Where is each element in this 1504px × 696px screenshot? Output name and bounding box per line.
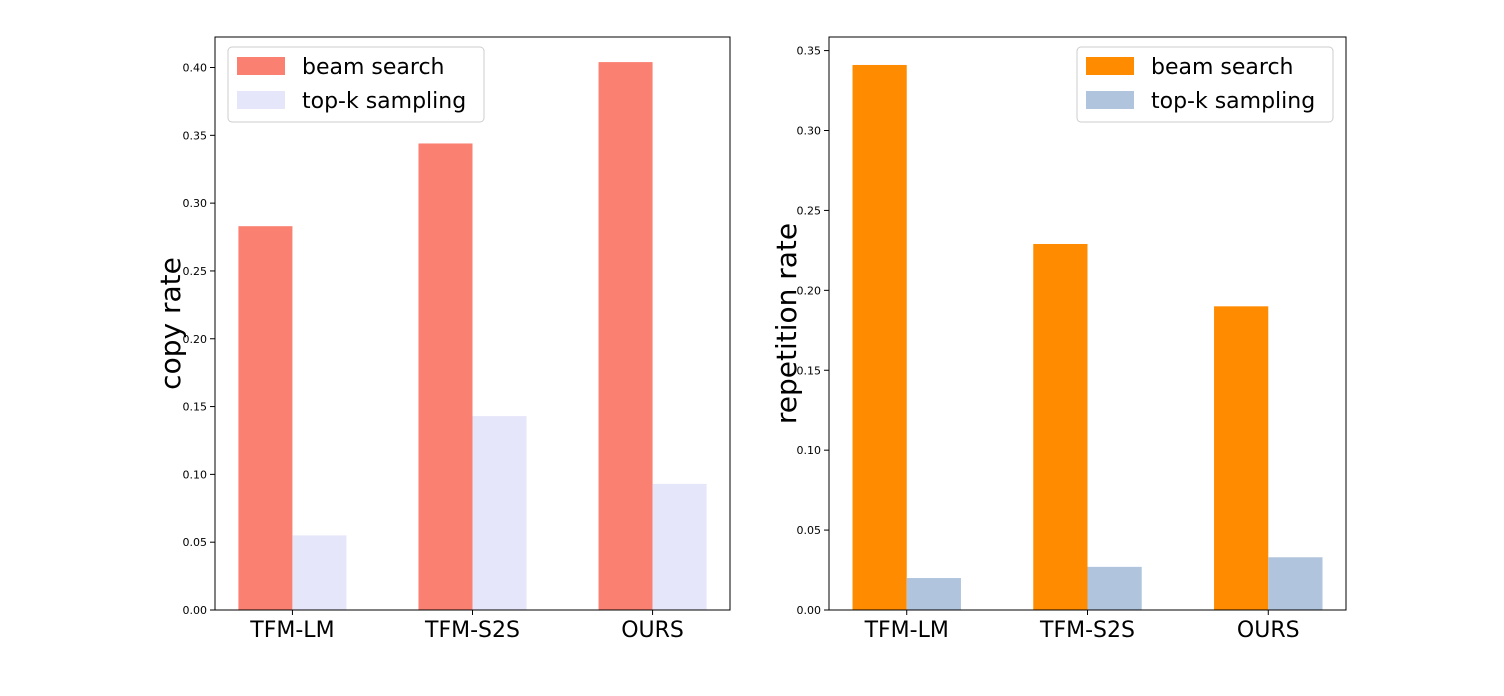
copy-rate-chart: 0.00 0.05 0.10 0.15 0.20 0.25 0.30 0.35 0.40 TFM-… (154, 36, 731, 643)
bar-top-k-sampling-ours (652, 483, 707, 610)
bar-beam-search-tfm-s2s (418, 143, 473, 611)
legend-swatch-beam-search (237, 57, 285, 75)
x-tick-label-tfm-s2s: TFM-S2S (424, 618, 520, 643)
legend: beam search top-k sampling (227, 46, 485, 123)
legend-box (227, 46, 485, 123)
y-tick-label: 0.05 (183, 536, 208, 549)
y-tick-label: 0.30 (797, 125, 822, 138)
y-tick-label: 0.25 (797, 204, 822, 217)
bar-beam-search-tfm-lm (852, 64, 907, 611)
x-tick-label-tfm-s2s: TFM-S2S (1039, 618, 1135, 643)
y-tick-label: 0.30 (183, 197, 208, 210)
legend-box (1076, 46, 1334, 123)
bar-top-k-sampling-tfm-lm (292, 535, 347, 610)
y-tick-label: 0.25 (183, 265, 208, 278)
y-tick-label: 0.15 (797, 364, 822, 377)
bar-beam-search-tfm-lm (238, 226, 293, 610)
bar-beam-search-ours (598, 62, 653, 610)
y-tick-label: 0.40 (183, 62, 208, 75)
y-tick-label: 0.00 (797, 604, 822, 617)
legend-swatch-beam-search (1086, 57, 1134, 75)
legend-swatch-top-k-sampling (237, 91, 285, 109)
y-tick-label: 0.00 (183, 604, 208, 617)
bar-top-k-sampling-tfm-lm (906, 578, 961, 610)
y-tick-label: 0.10 (183, 468, 208, 481)
y-axis-label: copy rate (154, 257, 187, 390)
repetition-rate-chart: 0.00 0.05 0.10 0.15 0.20 0.25 0.30 0.35 TFM-LM TF… (770, 36, 1347, 643)
y-tick-label: 0.35 (183, 129, 208, 142)
y-tick-label: 0.10 (797, 444, 822, 457)
x-tick-label-tfm-lm: TFM-LM (864, 618, 949, 643)
legend: beam search top-k sampling (1076, 46, 1334, 123)
x-tick-label-ours: OURS (621, 618, 684, 643)
legend-label-beam-search: beam search (302, 55, 444, 80)
x-tick-label-ours: OURS (1237, 618, 1300, 643)
bar-beam-search-ours (1214, 306, 1269, 610)
bar-top-k-sampling-tfm-s2s (1087, 566, 1142, 610)
legend-label-beam-search: beam search (1151, 55, 1293, 80)
x-tick-label-tfm-lm: TFM-LM (249, 618, 334, 643)
legend-label-top-k-sampling: top-k sampling (1151, 89, 1315, 114)
bar-top-k-sampling-tfm-s2s (472, 416, 527, 610)
bar-top-k-sampling-ours (1268, 557, 1323, 610)
y-tick-label: 0.05 (797, 524, 822, 537)
y-axis-label: repetition rate (770, 223, 803, 424)
y-tick-label: 0.15 (183, 401, 208, 414)
legend-label-top-k-sampling: top-k sampling (302, 89, 466, 114)
y-tick-label: 0.20 (797, 284, 822, 297)
y-tick-label: 0.35 (797, 45, 822, 58)
bar-beam-search-tfm-s2s (1033, 243, 1088, 610)
legend-swatch-top-k-sampling (1086, 91, 1134, 109)
y-tick-label: 0.20 (183, 333, 208, 346)
